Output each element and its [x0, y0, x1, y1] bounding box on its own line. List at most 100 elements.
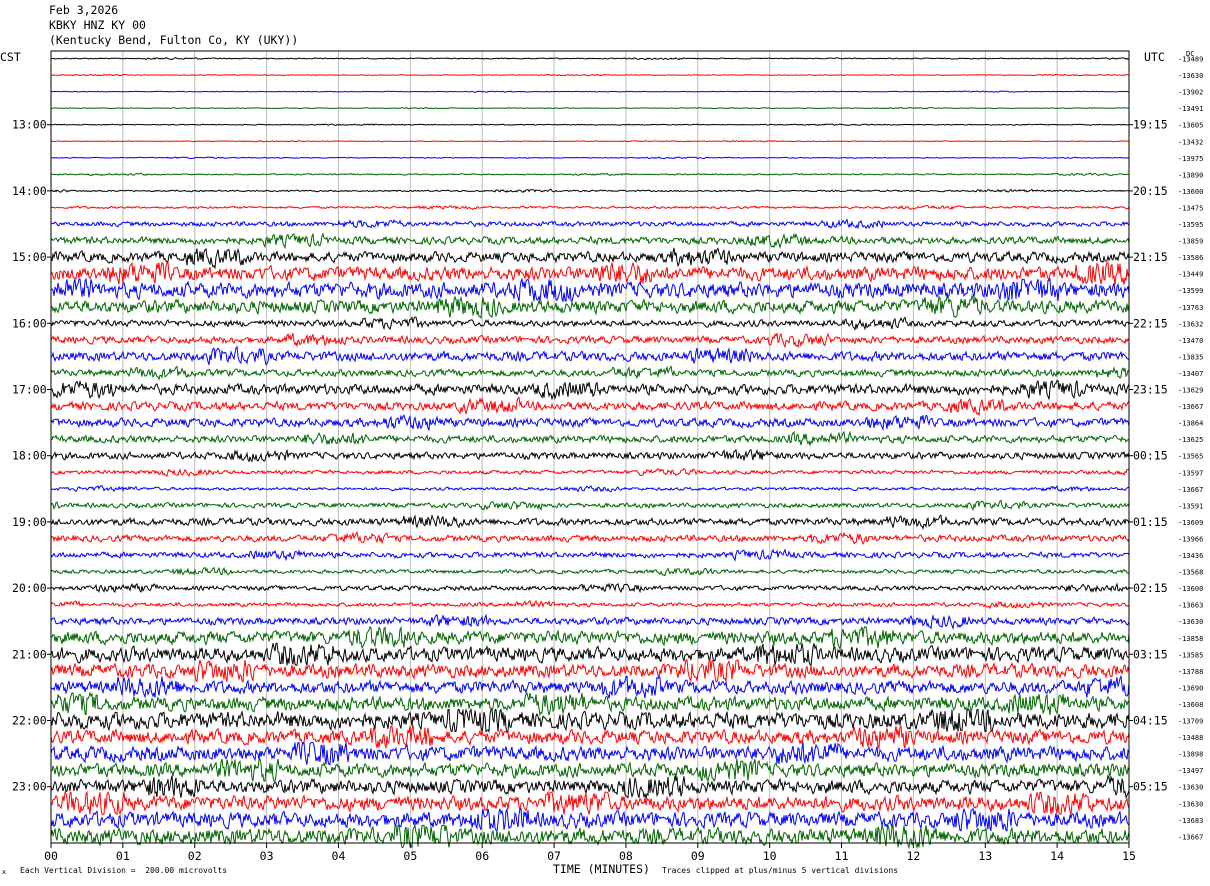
dc-offset-label: -13489: [1178, 56, 1203, 64]
header-date: Feb 3,2026: [49, 3, 119, 17]
dc-offset-label: -13667: [1178, 833, 1203, 841]
dc-offset-label: -13600: [1178, 585, 1203, 593]
right-hour-label: 00:15: [1133, 449, 1168, 463]
trace-row: [50, 261, 1130, 285]
trace-row: [50, 188, 1130, 193]
left-hour-label: 14:00: [12, 184, 47, 198]
trace-row: [50, 790, 1130, 816]
dc-offset-label: -13605: [1178, 122, 1203, 130]
right-hour-label: 22:15: [1133, 316, 1168, 330]
trace-row: [50, 172, 1130, 177]
plot-frame: [50, 50, 1130, 844]
trace-row: [50, 514, 1130, 530]
x-tick-label: 03: [260, 849, 274, 863]
trace-row: [50, 218, 1130, 230]
dc-offset-label: -13667: [1178, 486, 1203, 494]
dc-offset-label: -13491: [1178, 105, 1203, 113]
header-location: (Kentucky Bend, Fulton Co, KY (UKY)): [49, 33, 299, 47]
dc-offset-label: -13625: [1178, 436, 1203, 444]
dc-offset-label: -13864: [1178, 420, 1203, 428]
trace-row: [50, 467, 1130, 477]
trace-row: [50, 140, 1130, 143]
dc-offset-label: -13436: [1178, 552, 1203, 560]
x-tick-label: 00: [44, 849, 58, 863]
dc-offset-label: -13586: [1178, 254, 1203, 262]
trace-row: [50, 57, 1130, 61]
x-tick-label: 05: [403, 849, 417, 863]
trace-row: [50, 613, 1130, 631]
trace-row: [50, 530, 1130, 545]
trace-row: [51, 345, 1130, 366]
trace-row: [50, 90, 1130, 93]
trace-row: [50, 332, 1130, 349]
trace-row: [50, 566, 1130, 577]
trace-row: [50, 396, 1130, 417]
dc-offset-label: -13835: [1178, 353, 1203, 361]
x-tick-label: 13: [978, 849, 992, 863]
trace-row: [50, 724, 1130, 750]
left-hour-label: 15:00: [12, 250, 47, 264]
x-tick-label: 01: [116, 849, 130, 863]
trace-row: [50, 430, 1130, 447]
trace-row: [50, 599, 1130, 610]
dc-offset-label: -13599: [1178, 287, 1203, 295]
trace-row: [50, 658, 1130, 684]
dc-offset-label: -13859: [1178, 238, 1203, 246]
trace-row: [50, 691, 1130, 717]
left-hour-label: 16:00: [12, 316, 47, 330]
x-tick-label: 11: [835, 849, 849, 863]
dc-offset-label: -13630: [1178, 800, 1203, 808]
dc-offset-label: -13629: [1178, 387, 1203, 395]
right-hour-label: 23:15: [1133, 383, 1168, 397]
left-timezone-label: CST: [0, 50, 21, 64]
x-tick-label: 10: [763, 849, 777, 863]
left-hour-label: 23:00: [12, 780, 47, 794]
dc-offset-label: -13975: [1178, 155, 1203, 163]
left-hour-label: 20:00: [12, 581, 47, 595]
trace-row: [50, 106, 1130, 110]
dc-offset-label: -13475: [1178, 204, 1203, 212]
right-timezone-label: UTC: [1144, 50, 1165, 64]
x-tick-label: 04: [332, 849, 346, 863]
header-station: KBKY HNZ KY 00: [49, 18, 146, 32]
trace-row: [50, 625, 1130, 651]
trace-row: [50, 642, 1130, 667]
trace-row: [50, 294, 1130, 319]
dc-offset-label: -13432: [1178, 138, 1203, 146]
dc-offset-label: -13709: [1178, 718, 1203, 726]
trace-row: [50, 73, 1130, 77]
vertical-division-scale-note: Each Vertical Division = 200.00 microvol…: [20, 866, 228, 875]
trace-row: [50, 123, 1130, 126]
right-hour-label: 01:15: [1133, 515, 1168, 529]
trace-row: [50, 548, 1130, 562]
trace-row: [50, 156, 1130, 160]
x-tick-label: 07: [547, 849, 561, 863]
trace-row: [50, 247, 1130, 270]
dc-offset-label: -13585: [1178, 651, 1203, 659]
dc-offset-label: -13449: [1178, 271, 1203, 279]
dc-offset-label: -13902: [1178, 89, 1203, 97]
dc-offset-label: -13597: [1178, 469, 1203, 477]
dc-offset-label: -13630: [1178, 72, 1203, 80]
dc-offset-label: -13683: [1178, 817, 1203, 825]
dc-offset-label: -13608: [1178, 701, 1203, 709]
right-hour-label: 20:15: [1133, 184, 1168, 198]
right-hour-label: 02:15: [1133, 581, 1168, 595]
x-tick-label: 09: [691, 849, 705, 863]
trace-row: [50, 448, 1130, 463]
dc-offset-label: -13470: [1178, 337, 1203, 345]
clipping-note: Traces clipped at plus/minus 5 vertical …: [662, 866, 899, 875]
trace-row: [50, 499, 1130, 511]
dc-offset-label: -13497: [1178, 767, 1203, 775]
x-tick-label: 06: [475, 849, 489, 863]
dc-offset-header: DC: [1186, 50, 1195, 58]
trace-row: [50, 232, 1130, 250]
right-hour-label: 19:15: [1133, 118, 1168, 132]
dc-offset-label: -13630: [1178, 784, 1203, 792]
left-hour-label: 13:00: [12, 118, 47, 132]
trace-row: [50, 742, 1130, 766]
left-hour-label: 19:00: [12, 515, 47, 529]
dc-offset-label: -13565: [1178, 453, 1203, 461]
x-tick-label: 08: [619, 849, 633, 863]
